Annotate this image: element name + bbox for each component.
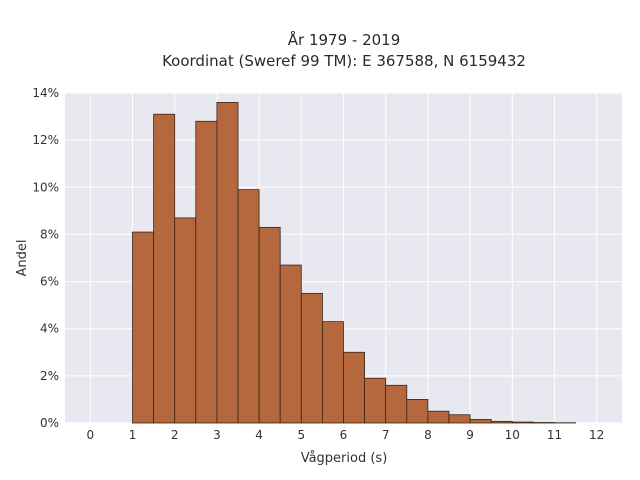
histogram-bar <box>343 351 365 424</box>
x-tick-label: 4 <box>255 428 263 442</box>
histogram-bar <box>258 226 281 424</box>
histogram-bar <box>153 113 176 424</box>
x-axis-ticks: 0 1 2 3 4 5 6 7 8 9 10 11 12 <box>86 428 604 442</box>
histogram-bar <box>511 421 534 424</box>
y-tick-label: 0% <box>40 416 59 430</box>
histogram-bar <box>279 264 302 424</box>
histogram-bar <box>300 292 323 424</box>
y-tick-label: 6% <box>40 275 59 289</box>
histogram-bar <box>427 410 450 424</box>
histogram-bar <box>237 189 260 424</box>
y-tick-label: 12% <box>32 133 59 147</box>
y-axis-label: Andel <box>15 240 30 277</box>
histogram-bar <box>469 419 492 424</box>
y-tick-label: 8% <box>40 227 59 241</box>
histogram-bar <box>216 102 239 424</box>
histogram-bar <box>322 321 344 424</box>
y-tick-label: 4% <box>40 322 59 336</box>
x-tick-label: 5 <box>297 428 305 442</box>
histogram-bars <box>132 102 576 424</box>
y-tick-label: 14% <box>32 86 59 100</box>
x-tick-label: 2 <box>171 428 179 442</box>
histogram-bar <box>385 384 408 424</box>
y-tick-label: 2% <box>40 369 59 383</box>
histogram-bar <box>174 217 197 424</box>
x-tick-label: 3 <box>213 428 221 442</box>
y-tick-label: 10% <box>32 180 59 194</box>
histogram-bar <box>132 231 155 424</box>
x-tick-label: 6 <box>340 428 348 442</box>
x-tick-label: 1 <box>129 428 137 442</box>
histogram-bar <box>490 420 513 424</box>
histogram-bar <box>406 399 429 424</box>
x-tick-label: 7 <box>382 428 390 442</box>
histogram-bar <box>448 414 471 424</box>
histogram-bar <box>364 377 387 424</box>
x-tick-label: 11 <box>547 428 562 442</box>
chart-title-line-1: År 1979 - 2019 <box>288 30 401 49</box>
chart-title-line-2: Koordinat (Sweref 99 TM): E 367588, N 61… <box>162 52 526 70</box>
x-tick-label: 10 <box>505 428 520 442</box>
x-tick-label: 12 <box>589 428 604 442</box>
x-tick-label: 9 <box>466 428 474 442</box>
y-axis-ticks: 0% 2% 4% 6% 8% 10% 12% 14% <box>32 86 59 430</box>
x-tick-label: 8 <box>424 428 432 442</box>
histogram-bar <box>195 120 218 424</box>
x-axis-label: Vågperiod (s) <box>301 451 388 466</box>
x-tick-label: 0 <box>86 428 94 442</box>
